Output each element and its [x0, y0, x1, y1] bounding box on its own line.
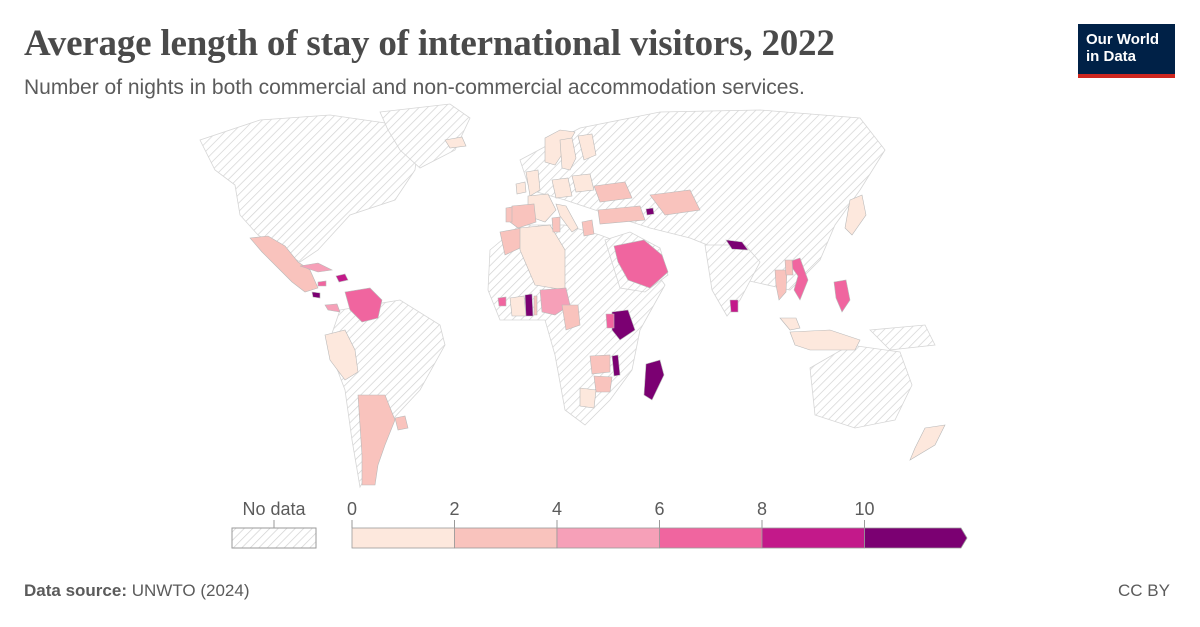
legend-tick-label-4: 8 [757, 499, 767, 519]
country-indonesia[interactable] [789, 329, 861, 351]
country-armenia[interactable] [645, 207, 655, 216]
country-portugal[interactable] [505, 206, 513, 223]
legend-tick-label-0: 0 [347, 499, 357, 519]
country-philippines[interactable] [833, 279, 851, 313]
world-map [199, 103, 946, 489]
country-ukraine[interactable] [593, 181, 633, 203]
legend-tick-label-3: 6 [654, 499, 664, 519]
country-cuba[interactable] [299, 262, 333, 273]
logo-line-2: in Data [1086, 48, 1137, 65]
landmass-india [704, 244, 761, 317]
country-turkey[interactable] [597, 205, 646, 225]
license-label[interactable]: CC BY [1118, 581, 1170, 600]
country-poland[interactable] [571, 173, 595, 193]
country-saudi-arabia[interactable] [613, 239, 669, 289]
legend-no-data: No data [231, 499, 317, 549]
country-zimbabwe[interactable] [593, 375, 613, 393]
country-uruguay[interactable] [394, 415, 409, 431]
country-thailand[interactable] [774, 269, 788, 301]
legend-no-data-label: No data [242, 499, 306, 519]
chart-subtitle: Number of nights in both commercial and … [24, 76, 805, 99]
country-greece[interactable] [581, 219, 595, 237]
landmass-indonesia-east [869, 324, 936, 351]
country-united-kingdom[interactable] [525, 169, 541, 197]
country-laos[interactable] [784, 259, 794, 276]
country-sierra-leone[interactable] [497, 296, 507, 307]
landmass-australia [809, 344, 913, 429]
country-layer [249, 129, 946, 486]
data-source-value[interactable]: UNWTO (2024) [131, 581, 250, 600]
country-sweden[interactable] [559, 137, 577, 171]
country-zambia[interactable] [589, 354, 611, 375]
country-panama[interactable] [324, 303, 341, 313]
country-malawi[interactable] [611, 354, 621, 377]
legend-bin-3 [659, 527, 763, 549]
country-c-te-d-ivoire[interactable] [509, 295, 527, 317]
legend-tick-label-5: 10 [854, 499, 874, 519]
legend-bin-4 [761, 527, 865, 549]
country-tunisia[interactable] [551, 216, 561, 233]
legend-bin-0 [351, 527, 455, 549]
landmass-north-america [199, 114, 421, 263]
country-venezuela[interactable] [344, 287, 383, 323]
data-source-label: Data source: [24, 581, 127, 600]
legend-color-scale: 0 2 4 6 8 10 [347, 499, 968, 549]
logo-line-1: Our World [1086, 31, 1160, 48]
chart-title: Average length of stay of international … [24, 23, 835, 64]
country-uganda[interactable] [605, 313, 615, 329]
no-data-landmass-layer [199, 103, 936, 489]
landmass-south-america [327, 299, 446, 489]
country-togo[interactable] [533, 295, 538, 316]
country-el-salvador[interactable] [311, 291, 321, 299]
country-finland[interactable] [577, 133, 597, 161]
legend-tick-label-1: 2 [449, 499, 459, 519]
country-argentina[interactable] [357, 394, 396, 486]
country-italy[interactable] [555, 203, 579, 233]
country-ghana[interactable] [524, 293, 534, 317]
country-iceland[interactable] [444, 136, 467, 149]
country-japan[interactable] [844, 194, 867, 236]
landmass-greenland [379, 103, 471, 169]
legend-bin-1 [454, 527, 558, 549]
country-new-zealand[interactable] [909, 424, 946, 461]
country-vietnam[interactable] [787, 257, 809, 301]
data-source: Data source: UNWTO (2024) [24, 581, 249, 601]
country-cameroon[interactable] [561, 304, 581, 331]
country-botswana[interactable] [579, 387, 597, 409]
legend-no-data-swatch [231, 527, 317, 549]
legend: No data 0 2 4 6 8 10 [231, 499, 968, 549]
country-mexico[interactable] [249, 235, 319, 293]
legend-bin-2 [556, 527, 660, 549]
country-kazakhstan[interactable] [649, 189, 701, 216]
owid-logo[interactable]: Our World in Data [1078, 24, 1175, 78]
country-spain[interactable] [509, 203, 537, 229]
country-madagascar[interactable] [643, 359, 665, 401]
legend-bin-5 [864, 527, 968, 549]
country-peru[interactable] [324, 329, 359, 381]
country-dominican-republic[interactable] [335, 273, 349, 283]
country-ireland[interactable] [515, 181, 527, 195]
country-sri-lanka[interactable] [729, 299, 739, 313]
legend-tick-label-2: 4 [552, 499, 562, 519]
country-nepal[interactable] [725, 239, 749, 251]
country-jamaica[interactable] [317, 280, 327, 287]
country-malaysia[interactable] [779, 317, 801, 331]
country-germany[interactable] [551, 177, 573, 199]
